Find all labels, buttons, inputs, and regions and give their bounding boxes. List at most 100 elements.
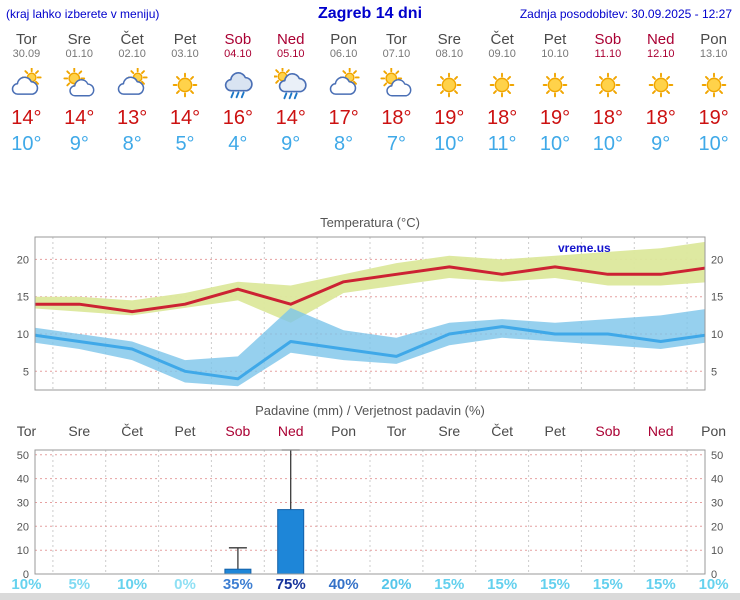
- day-column-11.10[interactable]: Sob 11.10 18° 10°: [581, 32, 634, 156]
- precip-probability: 75%: [275, 576, 306, 593]
- precip-probability-row: 10% 5% 10% 0% 35% 75% 40% 20% 15% 15% 15% 15% 15% 10%: [0, 576, 740, 593]
- partly-cloudy-icon: [53, 67, 106, 104]
- max-temperature: 18°: [645, 107, 676, 129]
- precip-probability: 20%: [381, 576, 412, 593]
- max-temperature: 16°: [222, 107, 253, 129]
- day-column-07.10[interactable]: Tor 07.10 18° 7°: [370, 32, 423, 155]
- day-column-12.10[interactable]: Ned 12.10 18° 9°: [634, 31, 687, 156]
- day-name: Ned: [646, 31, 675, 48]
- max-temperature: 18°: [381, 107, 412, 129]
- max-temperature: 19°: [698, 107, 729, 129]
- precip-day-label: Pet: [544, 423, 566, 439]
- day-name: Pon: [330, 31, 357, 48]
- min-temperature: 9°: [651, 133, 671, 155]
- last-update: Zadnja posodobitev: 30.09.2025 - 12:27: [519, 7, 732, 21]
- svg-text:15: 15: [17, 292, 29, 304]
- rain-icon: [211, 68, 264, 104]
- day-name: Čet: [490, 31, 514, 48]
- precip-day-label: Pon: [701, 423, 727, 439]
- horizontal-scrollbar[interactable]: [0, 593, 740, 600]
- max-temperature: 14°: [64, 107, 95, 129]
- max-temperature: 19°: [434, 107, 465, 129]
- day-date: 13.10: [699, 48, 728, 60]
- min-temperature: 4°: [228, 133, 248, 155]
- precip-probability: 10%: [117, 576, 148, 593]
- mostly-cloudy-icon: [0, 67, 53, 104]
- max-temperature: 14°: [275, 107, 306, 129]
- precip-day-label: Čet: [491, 423, 514, 439]
- page-title: Zagreb 14 dni: [317, 5, 423, 22]
- precip-day-label: Tor: [16, 423, 37, 439]
- day-name: Sre: [437, 31, 461, 48]
- day-date: 07.10: [382, 48, 411, 60]
- day-column-01.10[interactable]: Sre 01.10 14° 9°: [53, 32, 106, 155]
- day-column-09.10[interactable]: Čet 09.10 18° 11°: [476, 31, 529, 156]
- day-date: 08.10: [435, 48, 464, 60]
- svg-text:20: 20: [711, 521, 723, 533]
- min-temperature: 8°: [122, 133, 142, 155]
- day-date: 03.10: [171, 48, 199, 60]
- precip-day-label: Ned: [277, 423, 304, 439]
- precip-probability: 40%: [328, 576, 359, 593]
- min-temperature: 10°: [434, 133, 465, 155]
- mostly-cloudy-icon: [106, 67, 159, 104]
- day-column-04.10[interactable]: Sob 04.10 16° 4°: [211, 31, 264, 156]
- day-column-30.09[interactable]: Tor 30.09 14° 10°: [0, 32, 53, 155]
- precip-day-label: Ned: [647, 423, 674, 439]
- svg-text:0: 0: [711, 569, 717, 580]
- day-name: Pet: [543, 31, 567, 48]
- day-date: 01.10: [65, 48, 94, 60]
- svg-text:50: 50: [17, 450, 29, 462]
- svg-text:30: 30: [711, 498, 723, 510]
- day-column-06.10[interactable]: Pon 06.10 17° 8°: [317, 32, 370, 155]
- day-name: Sob: [224, 31, 252, 48]
- temp-chart-title: Temperatura (°C): [320, 215, 420, 230]
- day-column-03.10[interactable]: Pet 03.10 14° 5°: [159, 31, 212, 156]
- svg-text:20: 20: [711, 254, 723, 266]
- precipitation-chart: 0 0 10 10 20 20 30 30 40 40 50 50: [17, 449, 723, 580]
- day-column-02.10[interactable]: Čet 02.10 13° 8°: [106, 32, 159, 155]
- day-column-08.10[interactable]: Sre 08.10 19° 10°: [423, 31, 476, 156]
- min-temperature: 5°: [175, 133, 195, 155]
- max-temperature: 19°: [539, 107, 571, 129]
- day-date: 09.10: [488, 48, 516, 60]
- day-name: Sre: [67, 31, 91, 48]
- day-date: 12.10: [646, 48, 675, 60]
- min-temperature: 11°: [487, 133, 517, 155]
- precip-day-label: Čet: [121, 423, 144, 439]
- precip-probability: 15%: [434, 576, 465, 593]
- max-temperature: 18°: [592, 107, 623, 129]
- min-temperature: 10°: [592, 133, 623, 155]
- day-column-10.10[interactable]: Pet 10.10 19° 10°: [529, 31, 582, 156]
- precip-probability: 15%: [487, 576, 518, 593]
- day-date: 04.10: [224, 48, 252, 60]
- min-temperature: 8°: [334, 133, 354, 155]
- precip-day-label: Pon: [331, 423, 357, 439]
- svg-text:10: 10: [17, 329, 29, 341]
- svg-text:5: 5: [711, 366, 717, 378]
- precip-day-labels: Tor Sre Čet Pet Sob Ned Pon Tor Sre Čet Pet Sob Ned P…: [0, 423, 740, 439]
- day-column-05.10[interactable]: Ned 05.10 14° 9°: [264, 32, 317, 155]
- svg-text:5: 5: [23, 366, 29, 378]
- day-name: Ned: [276, 31, 305, 48]
- max-temperature: 13°: [117, 107, 148, 129]
- precip-probability: 0%: [174, 576, 196, 593]
- day-date: 11.10: [594, 48, 622, 60]
- day-name: Pet: [173, 31, 197, 48]
- day-columns: Tor 30.09 14° 10° Sre 01.10 14° 9° Čet 02.10 13° 8°…: [0, 31, 740, 156]
- precip-probability: 10%: [11, 576, 42, 593]
- day-name: Tor: [386, 31, 407, 48]
- min-temperature: 9°: [281, 133, 301, 155]
- sunny-icon: [476, 68, 529, 104]
- svg-text:20: 20: [17, 254, 29, 266]
- day-column-13.10[interactable]: Pon 13.10 19° 10°: [687, 32, 740, 156]
- max-temperature: 14°: [11, 107, 42, 129]
- day-name: Tor: [16, 31, 37, 48]
- day-date: 30.09: [12, 48, 41, 60]
- sunny-icon: [423, 68, 476, 104]
- day-date: 02.10: [118, 48, 146, 60]
- precip-day-label: Sre: [68, 423, 91, 439]
- max-temperature: 18°: [487, 107, 518, 129]
- day-date: 10.10: [541, 48, 569, 60]
- min-temperature: 10°: [11, 133, 42, 155]
